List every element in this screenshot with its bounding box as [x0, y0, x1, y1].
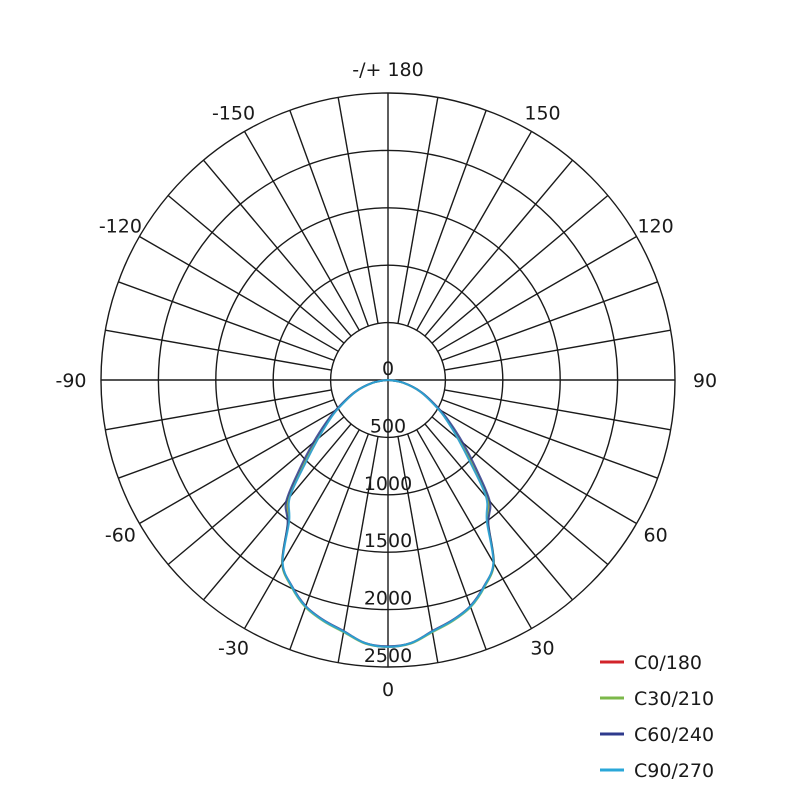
spoke-130 [431, 194, 609, 344]
spoke-320 [202, 423, 352, 601]
spoke-200 [289, 110, 370, 327]
spoke-280 [105, 389, 332, 431]
spoke-10 [397, 436, 439, 663]
legend-label: C0/180 [634, 652, 702, 674]
angle-label: 150 [524, 102, 560, 124]
spoke-20 [406, 433, 487, 650]
spoke-100 [444, 329, 671, 371]
spoke-80 [444, 389, 671, 431]
radial-labels: 0 500 1000 1500 2000 2500 [364, 358, 412, 667]
spoke-150 [416, 131, 533, 331]
spoke-140 [424, 159, 574, 337]
radial-label: 2000 [364, 588, 412, 610]
angle-label: 0 [382, 679, 394, 701]
angle-label: 90 [693, 370, 717, 392]
radial-label: 1000 [364, 473, 412, 495]
spoke-240 [139, 235, 339, 352]
legend-label: C60/240 [634, 724, 714, 746]
radial-label: 0 [382, 358, 394, 380]
spoke-120 [437, 235, 637, 352]
spoke-260 [105, 329, 332, 371]
spoke-340 [289, 433, 370, 650]
spoke-60 [437, 408, 637, 525]
angle-label: -30 [218, 638, 249, 660]
spoke-300 [139, 408, 339, 525]
angle-label: -/+ 180 [352, 59, 423, 81]
angle-label: 120 [637, 216, 673, 238]
spoke-30 [416, 429, 533, 629]
spoke-70 [441, 398, 658, 479]
legend-label: C30/210 [634, 688, 714, 710]
angle-label: -60 [105, 525, 136, 547]
spoke-290 [118, 398, 335, 479]
spoke-110 [441, 281, 658, 362]
angle-label: -150 [212, 102, 255, 124]
spoke-190 [337, 97, 379, 324]
angle-label: -90 [55, 370, 86, 392]
radial-label: 1500 [364, 530, 412, 552]
legend: C0/180 C30/210 C60/240 C90/270 [600, 652, 714, 782]
angle-label: 60 [644, 525, 668, 547]
spoke-250 [118, 281, 335, 362]
spoke-170 [397, 97, 439, 324]
spoke-210 [243, 131, 360, 331]
angle-label: -120 [99, 216, 142, 238]
spoke-220 [202, 159, 352, 337]
curves [281, 379, 495, 648]
radial-label: 500 [370, 415, 406, 437]
spoke-350 [337, 436, 379, 663]
angle-labels: -/+ 180 150 120 90 60 30 0 -30 -60 -90 -120 -150 [55, 59, 717, 701]
angle-label: 30 [530, 638, 554, 660]
spoke-160 [406, 110, 487, 327]
legend-label: C90/270 [634, 760, 714, 782]
spoke-330 [243, 429, 360, 629]
series-curve-C90/270 [281, 379, 495, 648]
radial-label: 2500 [364, 645, 412, 667]
spoke-40 [424, 423, 574, 601]
spoke-230 [167, 194, 345, 344]
